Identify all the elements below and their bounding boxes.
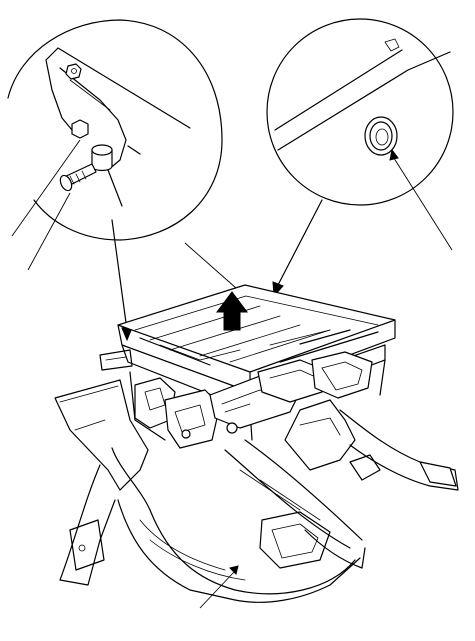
detail-circle-right xyxy=(266,18,454,206)
detail-circle-left xyxy=(7,19,223,241)
main-assembly xyxy=(54,242,459,609)
lift-arrow xyxy=(216,291,248,331)
leaders-right xyxy=(272,154,453,298)
